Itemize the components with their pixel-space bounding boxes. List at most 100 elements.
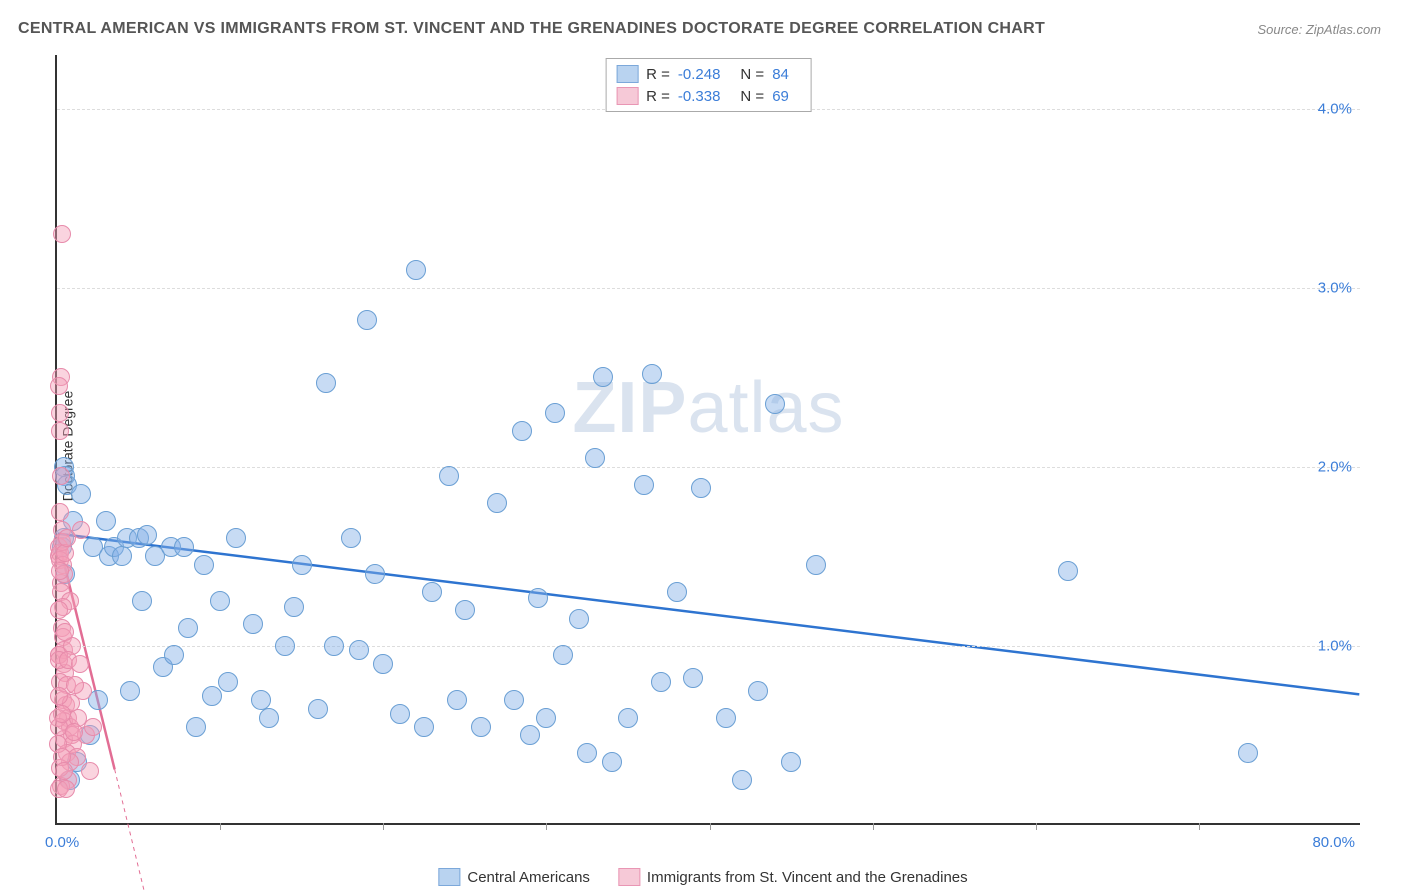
legend-stat-row: R = -0.248N = 84: [616, 63, 801, 85]
scatter-point: [716, 708, 736, 728]
y-tick-label: 3.0%: [1318, 279, 1352, 296]
scatter-point: [55, 762, 73, 780]
scatter-point: [96, 511, 116, 531]
scatter-point: [357, 310, 377, 330]
legend-r-label: R =: [646, 66, 670, 83]
scatter-point: [439, 466, 459, 486]
scatter-point: [66, 676, 84, 694]
x-tick-max: 80.0%: [1312, 834, 1355, 851]
scatter-point: [520, 725, 540, 745]
scatter-point: [51, 562, 69, 580]
scatter-point: [1238, 743, 1258, 763]
scatter-point: [174, 537, 194, 557]
scatter-point: [651, 672, 671, 692]
legend-swatch-icon: [616, 65, 638, 83]
chart-source: Source: ZipAtlas.com: [1257, 22, 1381, 37]
scatter-point: [132, 591, 152, 611]
gridline: [57, 646, 1360, 647]
scatter-point: [553, 645, 573, 665]
legend-statistics: R = -0.248N = 84R = -0.338N = 69: [605, 58, 812, 112]
scatter-point: [414, 717, 434, 737]
x-minor-tick: [873, 823, 874, 830]
scatter-point: [806, 555, 826, 575]
gridline: [57, 288, 1360, 289]
scatter-point: [602, 752, 622, 772]
scatter-point: [447, 690, 467, 710]
scatter-point: [58, 529, 76, 547]
scatter-point: [324, 636, 344, 656]
scatter-point: [1058, 561, 1078, 581]
legend-series-label: Immigrants from St. Vincent and the Gren…: [647, 869, 968, 886]
chart-title: CENTRAL AMERICAN VS IMMIGRANTS FROM ST. …: [18, 20, 1045, 38]
legend-r-label: R =: [646, 88, 670, 105]
scatter-point: [56, 623, 74, 641]
scatter-point: [81, 762, 99, 780]
scatter-point: [618, 708, 638, 728]
scatter-point: [471, 717, 491, 737]
scatter-point: [406, 260, 426, 280]
y-tick-label: 1.0%: [1318, 637, 1352, 654]
scatter-point: [781, 752, 801, 772]
y-tick-label: 4.0%: [1318, 100, 1352, 117]
legend-r-value: -0.338: [678, 88, 721, 105]
y-tick-label: 2.0%: [1318, 458, 1352, 475]
scatter-point: [284, 597, 304, 617]
scatter-point: [71, 484, 91, 504]
legend-series-item: Immigrants from St. Vincent and the Gren…: [618, 868, 968, 886]
scatter-point: [455, 600, 475, 620]
scatter-point: [194, 555, 214, 575]
scatter-point: [634, 475, 654, 495]
x-minor-tick: [546, 823, 547, 830]
legend-series-label: Central Americans: [467, 869, 590, 886]
scatter-point: [765, 394, 785, 414]
legend-r-value: -0.248: [678, 66, 721, 83]
scatter-point: [275, 636, 295, 656]
scatter-point: [243, 614, 263, 634]
scatter-point: [390, 704, 410, 724]
scatter-point: [593, 367, 613, 387]
x-minor-tick: [220, 823, 221, 830]
scatter-point: [164, 645, 184, 665]
scatter-point: [577, 743, 597, 763]
scatter-point: [226, 528, 246, 548]
scatter-point: [84, 718, 102, 736]
scatter-point: [585, 448, 605, 468]
scatter-point: [52, 467, 70, 485]
x-tick-min: 0.0%: [45, 834, 79, 851]
legend-swatch-icon: [618, 868, 640, 886]
scatter-point: [373, 654, 393, 674]
scatter-point: [732, 770, 752, 790]
scatter-point: [50, 687, 68, 705]
scatter-point: [748, 681, 768, 701]
scatter-point: [308, 699, 328, 719]
scatter-point: [51, 422, 69, 440]
scatter-point: [71, 655, 89, 673]
legend-swatch-icon: [616, 87, 638, 105]
legend-series-item: Central Americans: [438, 868, 590, 886]
scatter-point: [569, 609, 589, 629]
scatter-point: [365, 564, 385, 584]
scatter-point: [120, 681, 140, 701]
scatter-point: [512, 421, 532, 441]
scatter-point: [545, 403, 565, 423]
scatter-point: [53, 225, 71, 243]
scatter-point: [504, 690, 524, 710]
scatter-point: [691, 478, 711, 498]
x-minor-tick: [383, 823, 384, 830]
chart-container: CENTRAL AMERICAN VS IMMIGRANTS FROM ST. …: [0, 0, 1406, 892]
scatter-point: [57, 780, 75, 798]
trend-lines: [57, 55, 1360, 823]
legend-swatch-icon: [438, 868, 460, 886]
scatter-point: [683, 668, 703, 688]
scatter-point: [210, 591, 230, 611]
scatter-point: [202, 686, 222, 706]
scatter-point: [50, 377, 68, 395]
scatter-point: [349, 640, 369, 660]
scatter-point: [186, 717, 206, 737]
x-minor-tick: [1036, 823, 1037, 830]
scatter-point: [53, 705, 71, 723]
scatter-point: [536, 708, 556, 728]
gridline: [57, 467, 1360, 468]
scatter-point: [341, 528, 361, 548]
scatter-point: [50, 601, 68, 619]
